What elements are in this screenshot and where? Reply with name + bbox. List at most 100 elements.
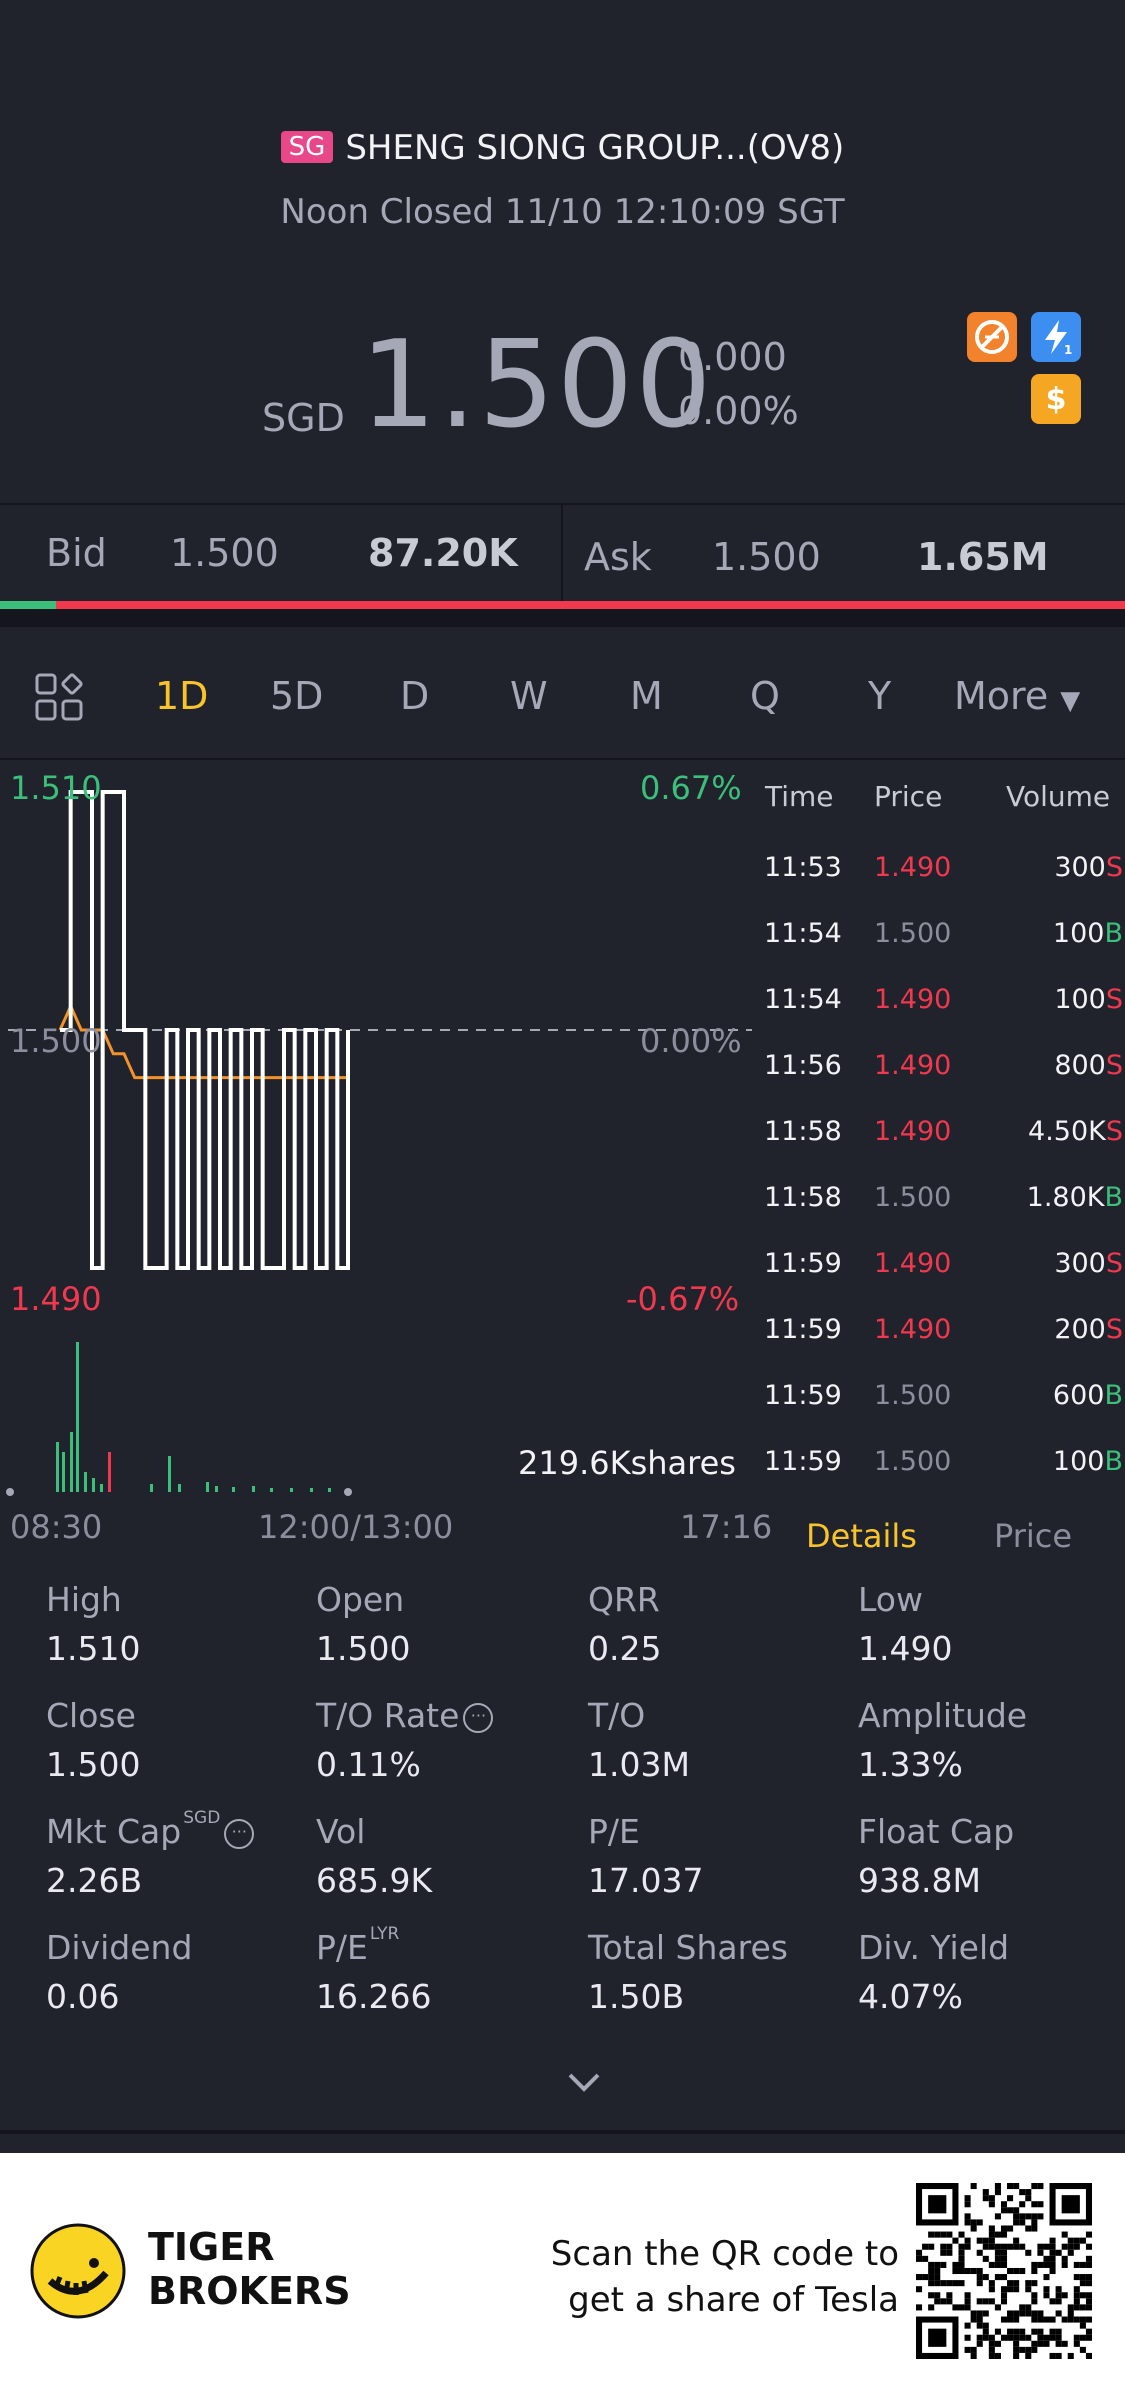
time-and-sales[interactable]: Time Price Volume 11:53 1.490 300S 11:54…: [764, 760, 1125, 1510]
trade-price: 1.490: [874, 852, 952, 883]
volume-bar: [310, 1488, 313, 1492]
ask-volume: 1.65M: [917, 535, 1049, 579]
trade-time: 11:56: [764, 1050, 842, 1081]
promo-text: Scan the QR code to get a share of Tesla: [551, 2231, 899, 2323]
trade-side: S: [1105, 984, 1123, 1015]
trade-volume: 4.50KS: [1028, 1116, 1123, 1147]
market-badge: SG: [280, 130, 334, 163]
flash-icon[interactable]: 1: [1031, 312, 1081, 362]
detail-label-text: Dividend: [46, 1928, 193, 1967]
tab-m[interactable]: M: [630, 674, 663, 718]
detail-value: 4.07%: [858, 1977, 963, 2016]
trade-row: 11:59 1.490 300S: [764, 1248, 1125, 1288]
series-price-line: [60, 790, 350, 1270]
detail-item: QRR 0.25: [588, 1580, 848, 1668]
period-tabs: 1D 5D D W M Q Y More ▼: [0, 660, 1125, 740]
tab-y[interactable]: Y: [868, 674, 892, 718]
volume-bar: [62, 1452, 65, 1492]
trade-price: 1.500: [874, 1182, 952, 1213]
divider: [0, 758, 1125, 760]
trade-row: 11:59 1.490 200S: [764, 1314, 1125, 1354]
detail-item: Mkt Cap SGD··· 2.26B: [46, 1808, 306, 1900]
trade-row: 11:58 1.500 1.80KB: [764, 1182, 1125, 1222]
detail-label-text: T/O Rate: [316, 1696, 460, 1735]
x-start-label: 08:30: [10, 1508, 103, 1546]
detail-label: T/O: [588, 1696, 848, 1735]
trade-row: 11:59 1.500 600B: [764, 1380, 1125, 1420]
qr-code-icon[interactable]: [916, 2183, 1092, 2363]
detail-item: Low 1.490: [858, 1580, 1118, 1668]
detail-value: 1.510: [46, 1629, 141, 1668]
detail-label-text: Close: [46, 1696, 136, 1735]
tab-1d[interactable]: 1D: [155, 674, 209, 718]
detail-item: Vol 685.9K: [316, 1812, 576, 1900]
volume-bar: [270, 1488, 273, 1492]
trade-time: 11:54: [764, 918, 842, 949]
ask-price: 1.500: [712, 535, 821, 579]
expand-chevron-icon[interactable]: [566, 2070, 602, 2098]
detail-label: Float Cap: [858, 1812, 1118, 1851]
bid-ask-divider: [561, 505, 563, 601]
col-header-volume: Volume: [1006, 780, 1111, 813]
tab-d[interactable]: D: [400, 674, 430, 718]
detail-item: T/O 1.03M: [588, 1696, 848, 1784]
info-icon[interactable]: ···: [463, 1702, 494, 1733]
detail-value: 1.33%: [858, 1745, 963, 1784]
trade-time: 11:58: [764, 1116, 842, 1147]
tab-w[interactable]: W: [510, 674, 548, 718]
trade-price: 1.490: [874, 1248, 952, 1279]
divider: [0, 2130, 1125, 2134]
layout-grid-icon[interactable]: [34, 672, 84, 726]
tab-q[interactable]: Q: [750, 674, 780, 718]
detail-label-text: Open: [316, 1580, 405, 1619]
detail-value: 0.11%: [316, 1745, 421, 1784]
detail-item: Close 1.500: [46, 1696, 306, 1784]
volume-bar: [108, 1452, 111, 1492]
bid-ask-ratio-bar: [0, 601, 1125, 609]
last-price: 1.500: [360, 316, 714, 455]
trade-price: 1.490: [874, 1314, 952, 1345]
detail-value: 1.490: [858, 1629, 953, 1668]
trade-side: S: [1105, 1050, 1123, 1081]
detail-label-text: Float Cap: [858, 1812, 1015, 1851]
tab-details[interactable]: Details: [806, 1517, 917, 1555]
y-low-pct-label: -0.67%: [626, 1280, 740, 1318]
trade-price: 1.490: [874, 984, 952, 1015]
stock-title: SG SHENG SIONG GROUP...(OV8): [0, 128, 1125, 168]
y-mid-pct-label: 0.00%: [640, 1022, 742, 1060]
intraday-chart[interactable]: 1.510 0.67% 1.500 0.00% 1.490 -0.67% 219…: [0, 760, 772, 1550]
market-status: Noon Closed 11/10 12:10:09 SGT: [280, 192, 845, 232]
volume-bar: [84, 1472, 87, 1492]
trade-time: 11:54: [764, 984, 842, 1015]
detail-label-text: T/O: [588, 1696, 646, 1735]
tab-more-label: More: [954, 674, 1049, 718]
dollar-icon[interactable]: $: [1031, 374, 1081, 424]
trade-row: 11:53 1.490 300S: [764, 852, 1125, 892]
price-chart-svg: [6, 790, 752, 1496]
detail-item: High 1.510: [46, 1580, 306, 1668]
y-low-label: 1.490: [10, 1280, 102, 1318]
trade-side: S: [1105, 1248, 1123, 1279]
trade-row: 11:56 1.490 800S: [764, 1050, 1125, 1090]
detail-label-text: QRR: [588, 1580, 660, 1619]
volume-bar: [178, 1484, 181, 1492]
trade-side: B: [1104, 1182, 1123, 1213]
detail-item: Div. Yield 4.07%: [858, 1928, 1118, 2016]
volume-bar: [70, 1432, 73, 1492]
tab-5d[interactable]: 5D: [270, 674, 324, 718]
detail-item: Amplitude 1.33%: [858, 1696, 1118, 1784]
tab-more[interactable]: More ▼: [954, 674, 1080, 718]
x-mid-label: 12:00/13:00: [258, 1508, 454, 1546]
trade-volume-value: 800: [1054, 1050, 1106, 1081]
info-icon[interactable]: ···: [224, 1818, 255, 1849]
tiger-logo-icon: [30, 2223, 126, 2323]
trade-row: 11:59 1.500 100B: [764, 1446, 1125, 1486]
tab-price[interactable]: Price: [994, 1517, 1073, 1555]
svg-text:1: 1: [1064, 343, 1072, 357]
detail-label: QRR: [588, 1580, 848, 1619]
section-gap: [0, 609, 1125, 627]
no-short-icon[interactable]: [967, 312, 1017, 362]
trade-time: 11:59: [764, 1446, 842, 1477]
trade-row: 11:54 1.490 100S: [764, 984, 1125, 1024]
trade-time: 11:59: [764, 1248, 842, 1279]
